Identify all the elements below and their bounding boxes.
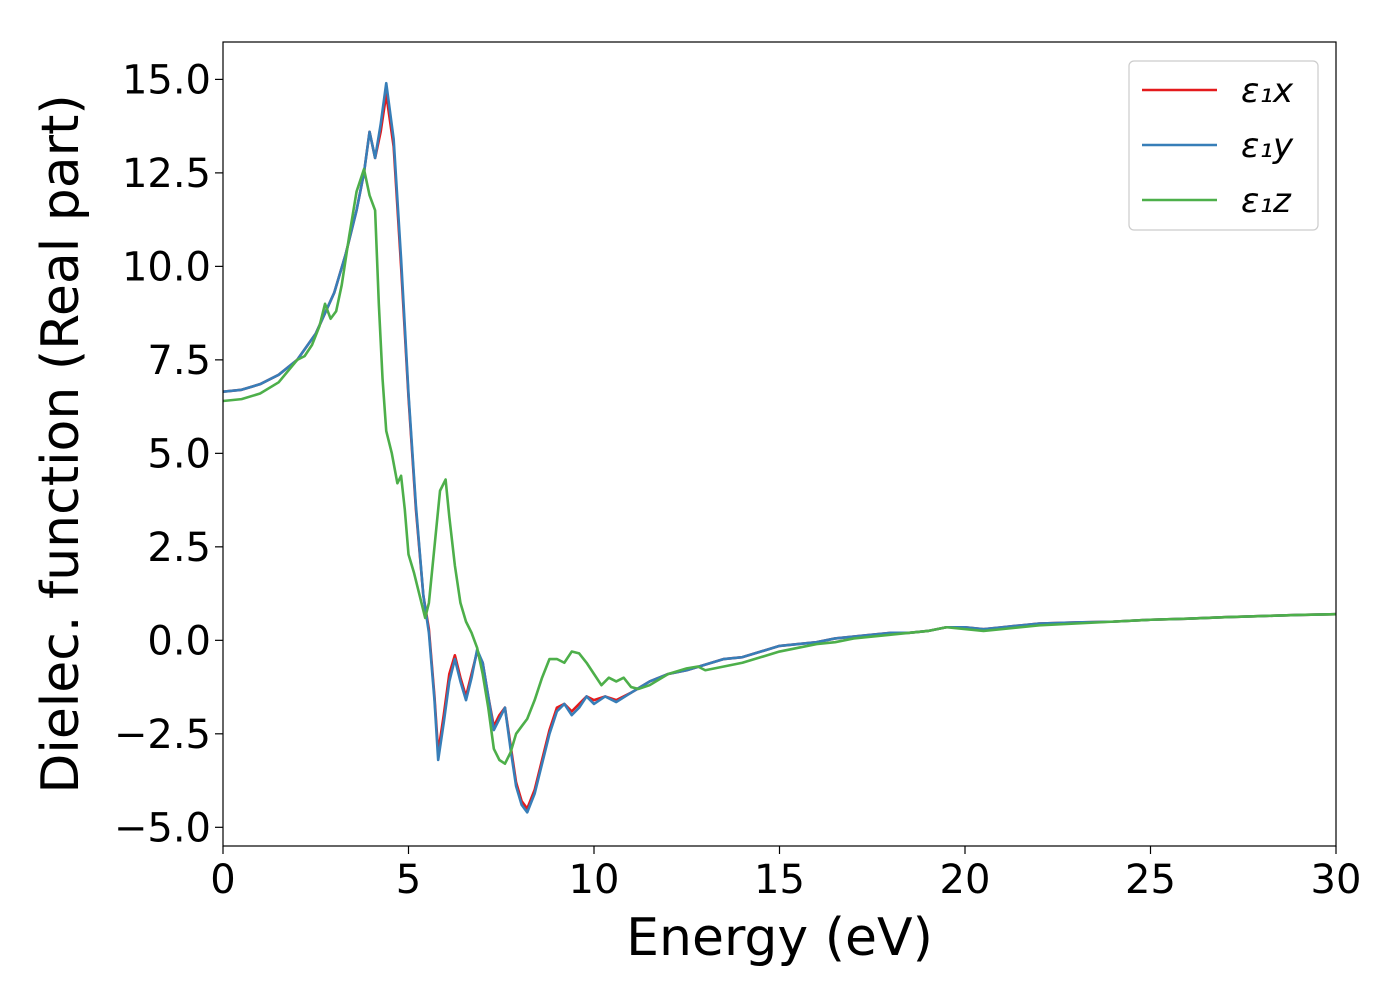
legend-box	[1128, 60, 1319, 231]
y-axis: −5.0 −2.5 0.0 2.5 5.0 7.5 10.0 12.5 15.0	[114, 57, 223, 851]
x-tick-label: 25	[1125, 857, 1176, 903]
x-tick-label: 20	[940, 857, 991, 903]
y-tick-label: 7.5	[147, 338, 211, 384]
y-axis-label: Dielec. function (Real part)	[31, 94, 91, 793]
series-line-3	[223, 167, 1336, 766]
legend-label: ε₁z	[1241, 181, 1292, 221]
y-tick-label: −2.5	[114, 712, 211, 758]
y-tick-label: 5.0	[147, 431, 211, 477]
x-tick-label: 5	[396, 857, 421, 903]
x-tick-label: 15	[754, 857, 805, 903]
x-tick-label: 30	[1311, 857, 1362, 903]
y-tick-label: 15.0	[122, 57, 211, 103]
y-tick-label: 12.5	[122, 151, 211, 197]
x-axis: 0 5 10 15 20 25 30	[210, 846, 1361, 903]
x-tick-label: 0	[210, 857, 235, 903]
x-tick-label: 10	[569, 857, 620, 903]
y-tick-label: 10.0	[122, 244, 211, 290]
legend-label: ε₁x	[1241, 71, 1294, 111]
y-tick-label: −5.0	[114, 805, 211, 851]
legend-label: ε₁y	[1241, 126, 1294, 166]
series-layer	[223, 81, 1336, 814]
legend: ε₁x ε₁y ε₁z	[1128, 60, 1319, 231]
y-tick-label: 0.0	[147, 618, 211, 664]
y-tick-label: 2.5	[147, 525, 211, 571]
x-axis-label: Energy (eV)	[626, 908, 933, 968]
